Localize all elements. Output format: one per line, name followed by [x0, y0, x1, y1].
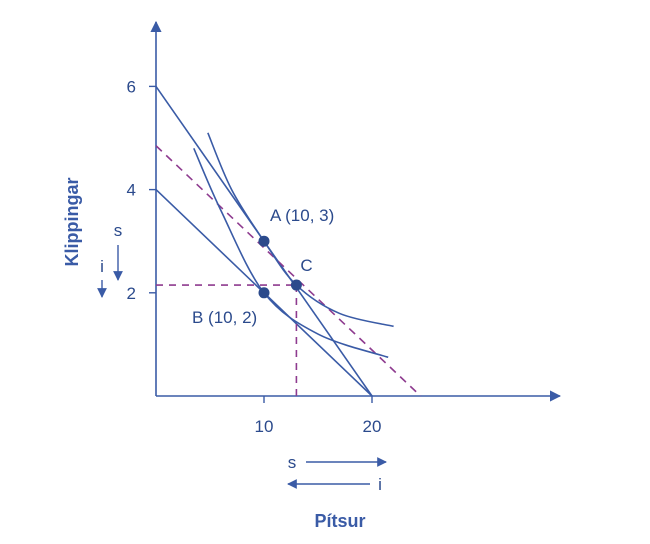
- point-a-marker: [258, 235, 270, 247]
- point-c-label: C: [300, 256, 312, 275]
- y-tick-label: 4: [127, 181, 136, 200]
- y-axis-title: Klippingar: [62, 178, 82, 267]
- y-income-label: i: [100, 257, 104, 276]
- point-a-label: A (10, 3): [270, 206, 334, 225]
- point-b-marker: [258, 287, 270, 299]
- indifference-curve-high: [207, 132, 394, 328]
- x-tick-label: 10: [255, 417, 274, 436]
- x-substitution-label: s: [288, 453, 297, 472]
- x-income-label: i: [378, 475, 382, 494]
- y-tick-label: 2: [127, 284, 136, 303]
- point-b-label: B (10, 2): [192, 308, 257, 327]
- y-tick-label: 6: [127, 77, 136, 96]
- y-substitution-label: s: [114, 221, 123, 240]
- x-axis-title: Pítsur: [314, 511, 365, 531]
- budget-line-compensated: [155, 145, 422, 397]
- y-ticks: 2 4 6: [127, 77, 156, 303]
- point-c-marker: [290, 279, 302, 291]
- x-ticks: 10 20: [255, 396, 382, 436]
- x-tick-label: 20: [363, 417, 382, 436]
